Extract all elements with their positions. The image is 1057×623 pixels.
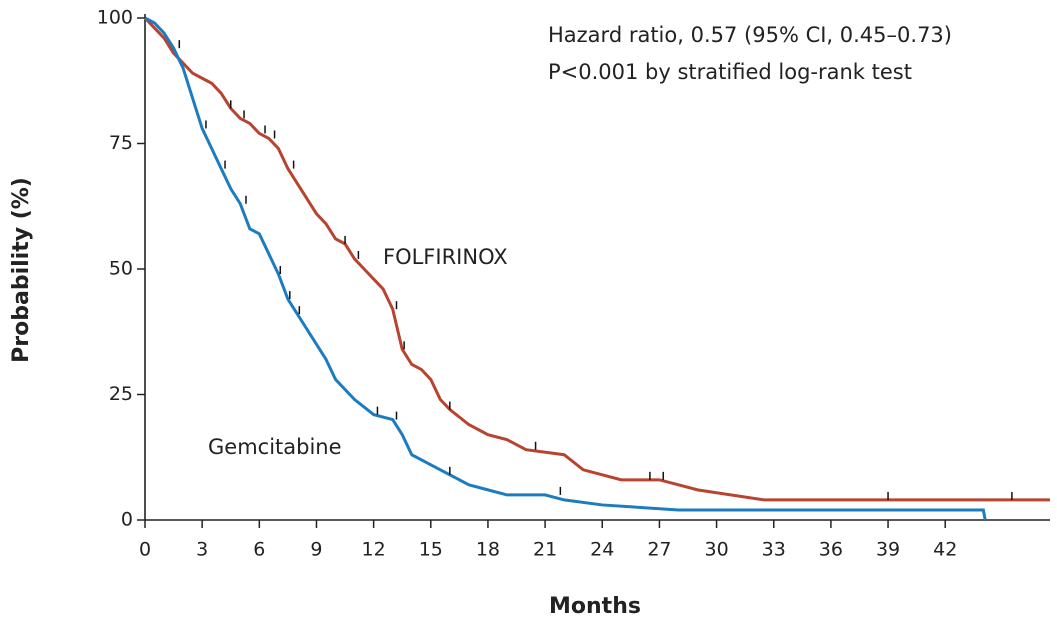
x-tick-label: 33 — [762, 539, 786, 561]
annotation: Hazard ratio, 0.57 (95% CI, 0.45–0.73) — [548, 23, 952, 47]
x-tick-label: 36 — [819, 539, 843, 561]
y-axis-title: Probability (%) — [9, 177, 34, 363]
x-tick-label: 15 — [419, 539, 443, 561]
survival-curve — [144, 16, 987, 521]
x-tick-label: 0 — [139, 539, 151, 561]
x-tick-label: 21 — [533, 539, 557, 561]
x-tick-label: 39 — [876, 539, 900, 561]
x-tick-label: 24 — [590, 539, 614, 561]
x-tick-label: 12 — [362, 539, 386, 561]
x-tick-label: 30 — [704, 539, 728, 561]
y-tick-label: 75 — [109, 132, 133, 154]
y-tick-label: 50 — [109, 258, 133, 280]
x-tick-label: 42 — [933, 539, 957, 561]
x-tick-label: 9 — [310, 539, 322, 561]
series-label: Gemcitabine — [208, 435, 342, 459]
y-tick-label: 0 — [121, 509, 133, 531]
x-tick-label: 6 — [253, 539, 265, 561]
annotation: P<0.001 by stratified log-rank test — [548, 60, 912, 84]
y-tick-label: 25 — [109, 383, 133, 405]
x-tick-label: 3 — [196, 539, 208, 561]
x-tick-label: 27 — [647, 539, 671, 561]
y-tick-label: 100 — [97, 7, 133, 29]
survival-curve — [143, 16, 1050, 502]
x-tick-label: 18 — [476, 539, 500, 561]
x-axis-title: Months — [549, 594, 641, 619]
series-label: FOLFIRINOX — [383, 245, 508, 269]
